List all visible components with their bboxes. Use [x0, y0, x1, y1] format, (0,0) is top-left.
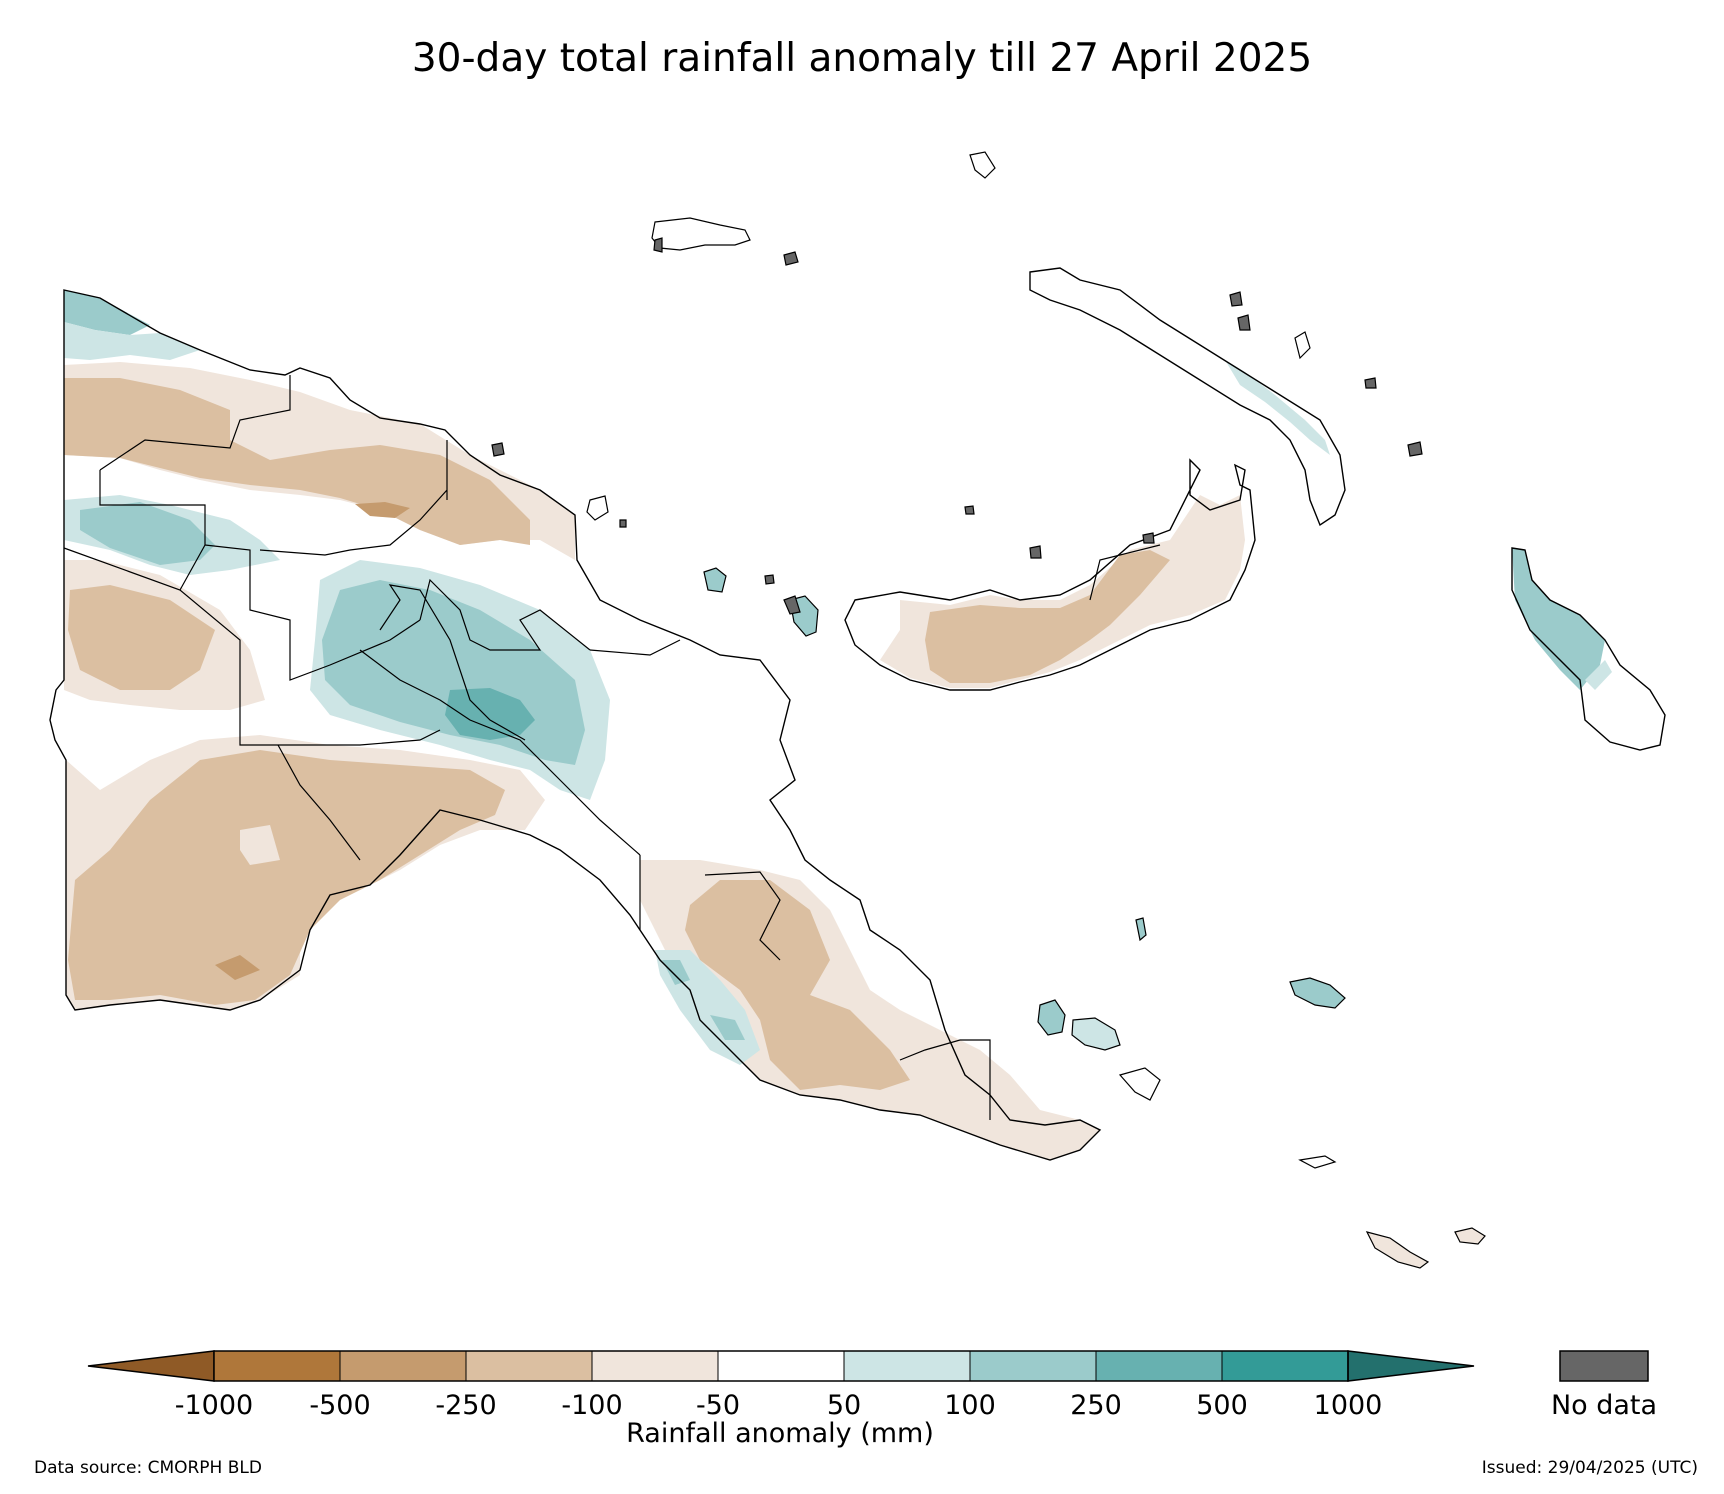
bougainville-coast: [1511, 547, 1666, 751]
colorbar-bin: [1095, 1350, 1223, 1382]
colorbar-outline: [213, 1350, 1349, 1382]
data-source: Data source: CMORPH BLD: [34, 1458, 262, 1478]
bougainville-teal: [1512, 548, 1605, 690]
colorbar-tick-labels: -1000 -500 -250 -100 -50 50 100 250 500 1000: [175, 1390, 1383, 1421]
nb-border: [1089, 544, 1161, 601]
colorbar-tick-label: 250: [1070, 1390, 1122, 1421]
new-britain: [844, 458, 1256, 691]
colorbar: -1000 -500 -250 -100 -50 50 100 250 500 1000 Rain…: [87, 1350, 1657, 1449]
colorbar-tick-label: 500: [1196, 1390, 1248, 1421]
colorbar-bin: [339, 1350, 467, 1382]
new-ireland: [1029, 267, 1346, 527]
colorbar-tick-label: 50: [827, 1390, 861, 1421]
colorbar-tick-label: -250: [435, 1390, 496, 1421]
issued-date: Issued: 29/04/2025 (UTC): [1481, 1458, 1698, 1478]
fill-100-250: [64, 290, 150, 335]
manus-island: [651, 217, 751, 251]
colorbar-bins: [87, 1350, 1475, 1382]
colorbar-bin: [465, 1350, 593, 1382]
colorbar-under-arrow: [87, 1350, 215, 1382]
colorbar-tick-label: 1000: [1314, 1390, 1383, 1421]
southeast-islands: [1037, 917, 1486, 1269]
fill-neg-band-dark: [355, 502, 410, 518]
colorbar-tick-label: -100: [561, 1390, 622, 1421]
colorbar-tick-label: 100: [944, 1390, 996, 1421]
nb-mid: [925, 550, 1170, 683]
colorbar-tick-label: -1000: [175, 1390, 253, 1421]
fill-pen-teal-mid: [662, 960, 745, 1040]
fill-50-100: [64, 322, 200, 360]
fill-highland-250: [445, 688, 535, 740]
bougainville: [1511, 547, 1666, 751]
ni-teal: [1225, 360, 1330, 455]
colorbar-tick-label: -500: [309, 1390, 370, 1421]
colorbar-bin: [591, 1350, 719, 1382]
fill-west-teal-mid: [80, 502, 215, 565]
colorbar-bin: [717, 1350, 845, 1382]
no-data-swatch: [1559, 1350, 1649, 1382]
fill-south-dark: [215, 955, 260, 980]
colorbar-bin: [969, 1350, 1097, 1382]
new-britain-coast: [844, 458, 1256, 691]
mainland: [49, 289, 1102, 1161]
colorbar-bin: [1221, 1350, 1349, 1382]
new-ireland-coast: [1029, 267, 1346, 527]
colorbar-bin: [843, 1350, 971, 1382]
fill-pen-mid: [685, 880, 910, 1090]
bougainville-teal-light: [1585, 660, 1612, 690]
no-data-label: No data: [1551, 1390, 1657, 1421]
colorbar-over-arrow: [1347, 1350, 1475, 1382]
mainland-coast: [49, 289, 1102, 1161]
colorbar-bin: [213, 1350, 341, 1382]
colorbar-label: Rainfall anomaly (mm): [626, 1418, 934, 1449]
fill-south-white-hole: [240, 825, 280, 865]
colorbar-tick-label: -50: [696, 1390, 740, 1421]
fill-south-mid: [68, 750, 505, 1005]
map-title: 30-day total rainfall anomaly till 27 Ap…: [411, 36, 1313, 81]
provincial-borders: [63, 375, 991, 1120]
fill-neg-band-mid: [64, 378, 530, 545]
new-ireland-land: [1030, 268, 1345, 525]
fill-west-brown-mid: [68, 585, 215, 690]
northern-islands: [491, 151, 1423, 637]
